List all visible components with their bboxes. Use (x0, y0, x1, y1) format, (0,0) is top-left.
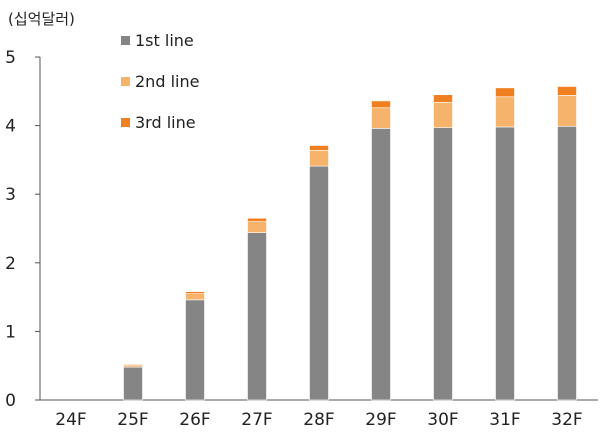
x-tick-label: 31F (489, 410, 520, 430)
legend-label: 1st line (135, 31, 194, 50)
bar-3rd-line-26f (185, 291, 205, 294)
y-tick-label: 0 (5, 391, 16, 411)
legend-swatch-2nd-line (121, 77, 130, 86)
bar-1st-line-31f (495, 126, 515, 401)
bar-2nd-line-25f (123, 364, 143, 368)
legend-swatch-1st-line (121, 36, 130, 45)
bar-1st-line-28f (309, 165, 329, 401)
bar-2nd-line-32f (557, 95, 577, 127)
bar-2nd-line-30f (433, 101, 453, 128)
y-tick-label: 1 (5, 322, 16, 342)
x-tick-label: 26F (179, 410, 210, 430)
legend-label: 2nd line (135, 72, 199, 91)
bar-2nd-line-29f (371, 107, 391, 129)
bar-3rd-line-31f (495, 87, 515, 98)
y-tick-label: 2 (5, 254, 16, 274)
y-axis-unit-label: (십억달러) (8, 10, 75, 28)
x-tick-label: 27F (241, 410, 272, 430)
legend-label: 3rd line (135, 113, 196, 132)
bar-3rd-line-25f (123, 363, 143, 366)
bar-1st-line-30f (433, 127, 453, 401)
bar-3rd-line-30f (433, 94, 453, 103)
bar-1st-line-27f (247, 232, 267, 401)
legend-swatch-3rd-line (121, 118, 130, 127)
bar-3rd-line-32f (557, 86, 577, 96)
x-tick-label: 29F (365, 410, 396, 430)
bar-3rd-line-28f (309, 145, 329, 151)
bar-1st-line-29f (371, 128, 391, 401)
y-tick-label: 5 (5, 48, 16, 68)
x-tick-label: 30F (427, 410, 458, 430)
bar-1st-line-25f (123, 366, 143, 401)
bar-3rd-line-27f (247, 217, 267, 222)
x-tick-label: 28F (303, 410, 334, 430)
bar-3rd-line-29f (371, 100, 391, 109)
bar-2nd-line-28f (309, 149, 329, 167)
x-tick-label: 24F (55, 410, 86, 430)
x-tick-label: 32F (551, 410, 582, 430)
y-tick-label: 3 (5, 185, 16, 205)
bar-2nd-line-26f (185, 293, 205, 301)
x-tick-label: 25F (117, 410, 148, 430)
bar-2nd-line-27f (247, 221, 267, 233)
bar-1st-line-26f (185, 299, 205, 401)
y-tick-label: 4 (5, 117, 16, 137)
bar-1st-line-32f (557, 125, 577, 401)
legend: 1st line 2nd line 3rd line (121, 31, 199, 132)
plot-area: 0 1 2 3 4 5 24F 25F 26F 27F 28F 29F 30F 31F 32F (5, 48, 598, 430)
bar-2nd-line-31f (495, 96, 515, 128)
